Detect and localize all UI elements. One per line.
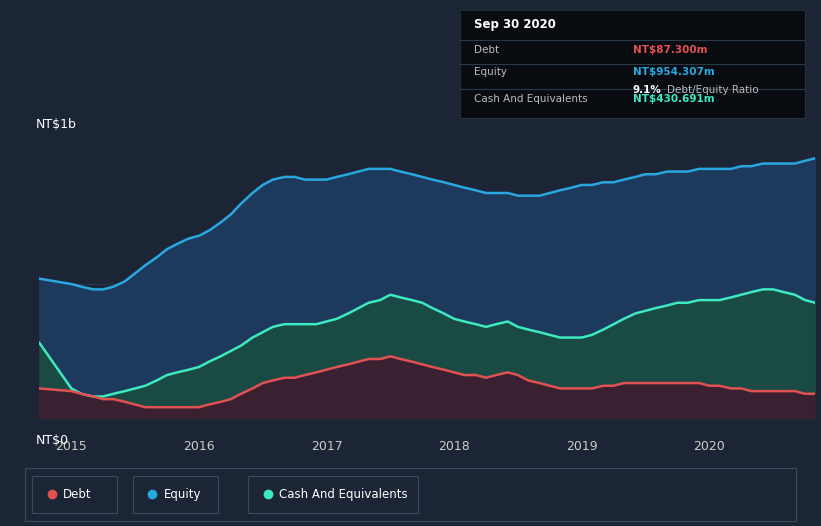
Text: NT$1b: NT$1b	[35, 118, 76, 131]
Text: Debt: Debt	[63, 488, 92, 501]
Text: 9.1%: 9.1%	[632, 85, 662, 95]
Text: Equity: Equity	[163, 488, 201, 501]
Text: Sep 30 2020: Sep 30 2020	[474, 17, 556, 31]
Text: Cash And Equivalents: Cash And Equivalents	[279, 488, 408, 501]
Text: NT$430.691m: NT$430.691m	[632, 94, 714, 104]
Text: Debt: Debt	[474, 45, 499, 55]
Text: Cash And Equivalents: Cash And Equivalents	[474, 94, 587, 104]
Text: NT$954.307m: NT$954.307m	[632, 67, 714, 77]
Text: NT$87.300m: NT$87.300m	[632, 45, 707, 55]
Text: Equity: Equity	[474, 67, 507, 77]
Text: Debt/Equity Ratio: Debt/Equity Ratio	[667, 85, 759, 95]
Text: NT$0: NT$0	[35, 434, 69, 447]
